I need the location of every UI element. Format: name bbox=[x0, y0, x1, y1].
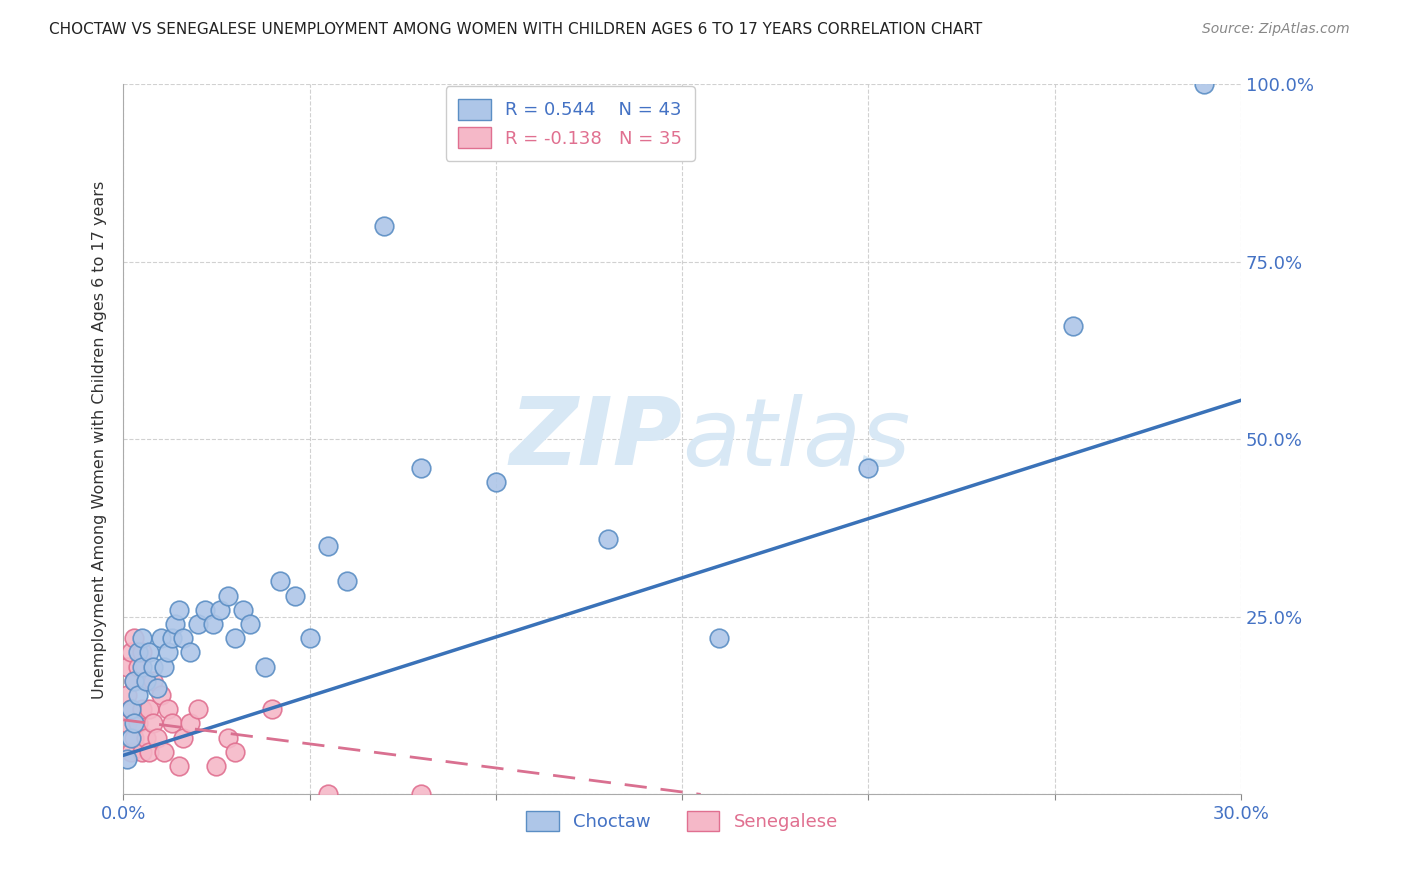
Point bbox=[138, 702, 160, 716]
Point bbox=[336, 574, 359, 589]
Y-axis label: Unemployment Among Women with Children Ages 6 to 17 years: Unemployment Among Women with Children A… bbox=[93, 180, 107, 698]
Point bbox=[115, 752, 138, 766]
Point bbox=[411, 788, 433, 802]
Point bbox=[131, 659, 153, 673]
Point bbox=[231, 603, 253, 617]
Point bbox=[120, 645, 142, 659]
Point bbox=[179, 645, 201, 659]
Point bbox=[316, 788, 339, 802]
Point bbox=[224, 745, 246, 759]
Point bbox=[217, 731, 239, 745]
Point bbox=[209, 603, 232, 617]
Point bbox=[124, 673, 146, 688]
Point bbox=[131, 702, 153, 716]
Point bbox=[127, 659, 149, 673]
Point bbox=[172, 631, 194, 645]
Point bbox=[124, 716, 146, 731]
Point bbox=[156, 645, 179, 659]
Point bbox=[142, 659, 165, 673]
Point bbox=[149, 631, 172, 645]
Point bbox=[217, 589, 239, 603]
Point bbox=[120, 702, 142, 716]
Point bbox=[156, 702, 179, 716]
Point bbox=[138, 745, 160, 759]
Point bbox=[135, 673, 157, 688]
Point bbox=[187, 617, 209, 632]
Point bbox=[124, 731, 146, 745]
Point bbox=[127, 716, 149, 731]
Point bbox=[153, 659, 176, 673]
Point bbox=[115, 659, 138, 673]
Text: Source: ZipAtlas.com: Source: ZipAtlas.com bbox=[1202, 22, 1350, 37]
Point bbox=[124, 631, 146, 645]
Point bbox=[373, 219, 395, 234]
Point bbox=[120, 731, 142, 745]
Point bbox=[485, 475, 508, 489]
Point bbox=[135, 673, 157, 688]
Point bbox=[131, 631, 153, 645]
Point bbox=[205, 759, 228, 773]
Point bbox=[1192, 78, 1215, 92]
Point bbox=[179, 716, 201, 731]
Point bbox=[131, 745, 153, 759]
Point bbox=[201, 617, 224, 632]
Point bbox=[269, 574, 291, 589]
Point bbox=[1062, 318, 1084, 333]
Point bbox=[596, 532, 619, 546]
Point bbox=[135, 731, 157, 745]
Point bbox=[172, 731, 194, 745]
Point bbox=[167, 759, 190, 773]
Text: CHOCTAW VS SENEGALESE UNEMPLOYMENT AMONG WOMEN WITH CHILDREN AGES 6 TO 17 YEARS : CHOCTAW VS SENEGALESE UNEMPLOYMENT AMONG… bbox=[49, 22, 983, 37]
Point bbox=[858, 460, 880, 475]
Point bbox=[709, 631, 731, 645]
Point bbox=[138, 645, 160, 659]
Point bbox=[124, 673, 146, 688]
Point bbox=[127, 688, 149, 702]
Point bbox=[298, 631, 321, 645]
Point bbox=[160, 716, 183, 731]
Point bbox=[120, 702, 142, 716]
Point bbox=[194, 603, 217, 617]
Legend: Choctaw, Senegalese: Choctaw, Senegalese bbox=[519, 804, 845, 838]
Point bbox=[160, 631, 183, 645]
Point bbox=[239, 617, 262, 632]
Point bbox=[115, 716, 138, 731]
Point bbox=[142, 716, 165, 731]
Point bbox=[165, 617, 187, 632]
Point bbox=[131, 645, 153, 659]
Point bbox=[262, 702, 284, 716]
Text: atlas: atlas bbox=[682, 394, 910, 485]
Point bbox=[120, 745, 142, 759]
Point bbox=[146, 731, 169, 745]
Point bbox=[253, 659, 276, 673]
Text: ZIP: ZIP bbox=[509, 393, 682, 485]
Point bbox=[153, 745, 176, 759]
Point bbox=[142, 673, 165, 688]
Point bbox=[316, 539, 339, 553]
Point bbox=[284, 589, 307, 603]
Point bbox=[146, 681, 169, 695]
Point bbox=[224, 631, 246, 645]
Point bbox=[149, 688, 172, 702]
Point bbox=[127, 645, 149, 659]
Point bbox=[115, 688, 138, 702]
Point bbox=[187, 702, 209, 716]
Point bbox=[167, 603, 190, 617]
Point bbox=[411, 460, 433, 475]
